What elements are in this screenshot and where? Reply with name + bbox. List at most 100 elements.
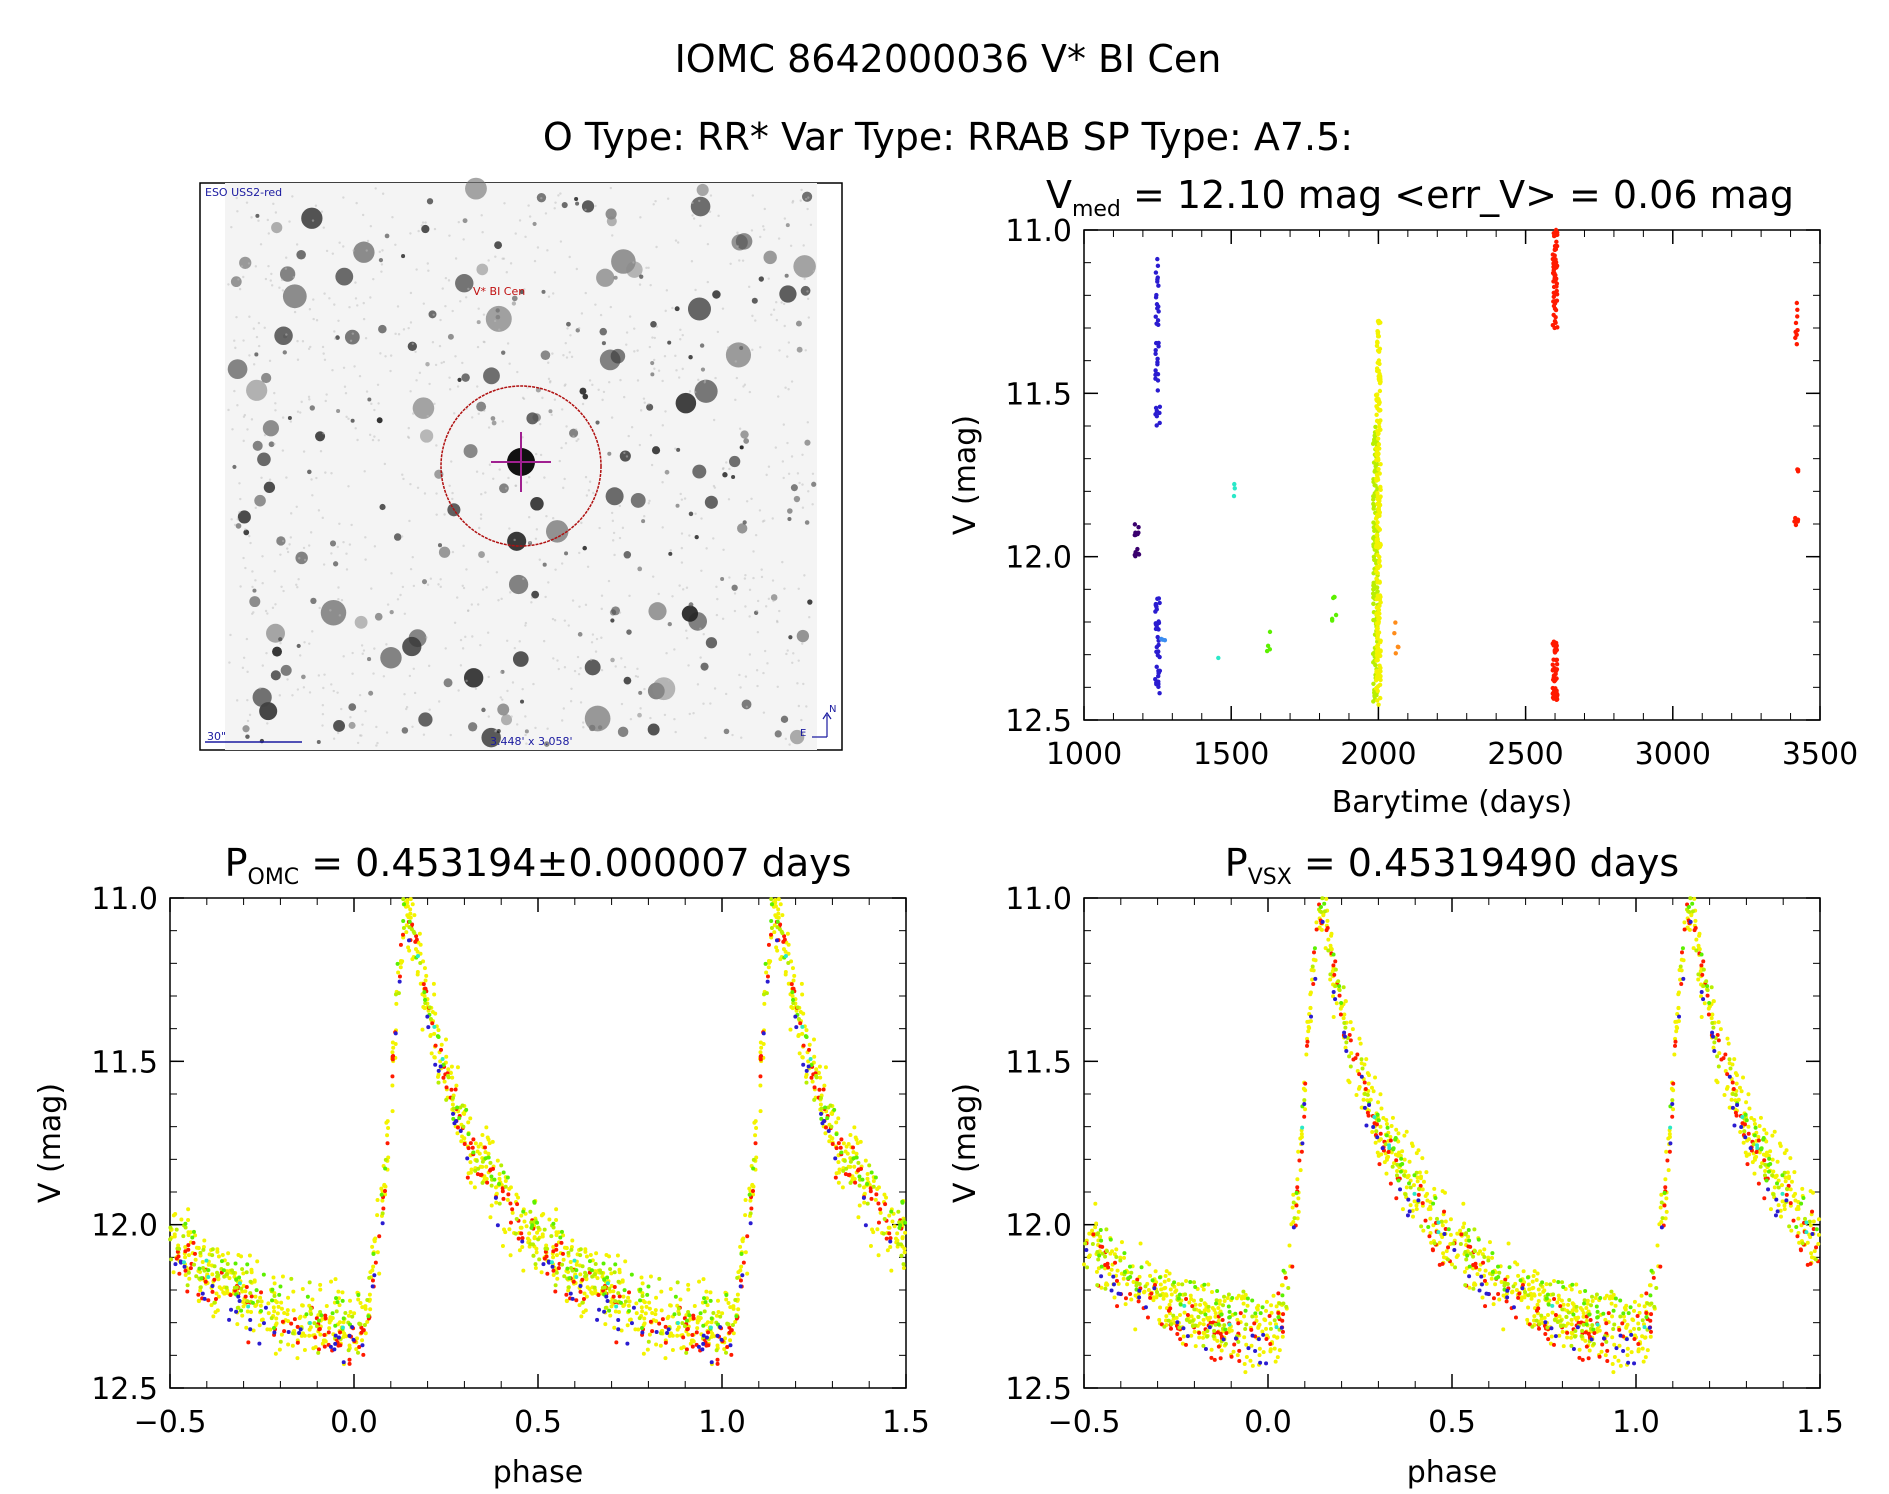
data-point — [1390, 1115, 1395, 1120]
data-point — [1726, 1041, 1731, 1046]
data-point — [250, 1300, 255, 1305]
sky-noise — [699, 224, 702, 228]
data-point — [554, 1270, 559, 1275]
data-point — [347, 1361, 352, 1366]
data-point — [743, 1213, 748, 1218]
sky-noise — [279, 642, 282, 645]
data-point — [1754, 1154, 1759, 1159]
data-point — [833, 1175, 838, 1180]
data-point — [272, 1330, 277, 1335]
data-point — [1590, 1299, 1595, 1304]
data-point — [1375, 520, 1380, 525]
data-point — [1565, 1335, 1570, 1340]
data-point — [371, 1251, 376, 1256]
data-point — [1536, 1287, 1541, 1292]
data-point — [773, 897, 778, 902]
data-point — [845, 1151, 850, 1156]
data-point — [1783, 1175, 1788, 1180]
data-point — [1637, 1310, 1642, 1315]
sky-noise — [522, 397, 526, 401]
data-point — [1306, 1029, 1311, 1034]
sky-noise — [271, 606, 275, 610]
sky-noise — [471, 635, 474, 638]
data-point — [1156, 668, 1161, 674]
sky-noise — [385, 731, 389, 734]
sky-noise — [421, 221, 425, 224]
data-point — [709, 1360, 714, 1365]
sky-noise — [417, 229, 420, 233]
sky-noise — [750, 229, 754, 232]
data-point — [307, 1321, 312, 1326]
data-point — [453, 1087, 458, 1092]
data-point — [1373, 662, 1378, 668]
background-star — [476, 263, 489, 276]
sky-noise — [281, 449, 285, 452]
data-point — [1377, 388, 1383, 394]
sky-noise — [480, 493, 483, 496]
lightcurve-plot-frame — [1083, 229, 1821, 721]
data-point — [1697, 947, 1702, 952]
data-point — [318, 1282, 323, 1287]
data-point — [617, 1294, 622, 1299]
data-point — [1716, 1020, 1721, 1025]
data-point — [739, 1264, 744, 1269]
data-point — [448, 1070, 453, 1075]
data-point — [874, 1192, 879, 1197]
data-point — [244, 1270, 249, 1275]
sky-noise — [575, 267, 579, 271]
data-point — [237, 1281, 242, 1286]
data-point — [727, 1325, 732, 1330]
data-point — [868, 1244, 873, 1249]
data-point — [220, 1252, 225, 1257]
sky-noise — [547, 377, 551, 381]
sky-noise — [595, 637, 599, 641]
data-point — [647, 1300, 652, 1305]
sky-noise — [354, 427, 357, 430]
data-point — [178, 1260, 183, 1265]
data-point — [1632, 1299, 1637, 1304]
data-point — [1529, 1296, 1534, 1301]
data-point — [1331, 594, 1337, 600]
data-point — [775, 919, 780, 924]
data-point — [382, 1188, 387, 1193]
data-point — [602, 1309, 607, 1314]
sky-noise — [608, 381, 611, 384]
sky-noise — [245, 637, 249, 641]
sky-noise — [448, 388, 452, 391]
data-point — [1611, 1370, 1616, 1375]
data-point — [561, 1257, 566, 1262]
data-point — [176, 1243, 181, 1248]
sky-noise — [724, 692, 728, 696]
sky-noise — [649, 283, 652, 287]
data-point — [533, 1266, 538, 1271]
data-point — [363, 1306, 368, 1311]
background-star — [462, 218, 468, 224]
sky-noise — [448, 376, 451, 379]
data-point — [1396, 644, 1401, 650]
data-point — [1172, 1320, 1177, 1325]
background-star — [740, 430, 749, 439]
sky-noise — [767, 277, 770, 280]
data-point — [789, 982, 794, 987]
data-point — [641, 1298, 646, 1303]
data-point — [709, 1320, 714, 1325]
data-point — [796, 1017, 801, 1022]
data-point — [237, 1298, 242, 1303]
data-point — [1490, 1255, 1495, 1260]
data-point — [659, 1308, 664, 1313]
data-point — [623, 1299, 628, 1304]
data-point — [395, 961, 400, 966]
sky-noise — [579, 701, 583, 704]
data-point — [675, 1321, 680, 1326]
sky-noise — [307, 544, 311, 547]
sky-noise — [462, 544, 465, 548]
data-point — [1585, 1298, 1590, 1303]
data-point — [705, 1320, 710, 1325]
sky-noise — [349, 716, 352, 719]
sky-noise — [449, 733, 452, 737]
data-point — [846, 1142, 851, 1147]
data-point — [1107, 1272, 1112, 1277]
data-point — [347, 1333, 352, 1338]
data-point — [1702, 1001, 1707, 1006]
data-point — [239, 1286, 244, 1291]
